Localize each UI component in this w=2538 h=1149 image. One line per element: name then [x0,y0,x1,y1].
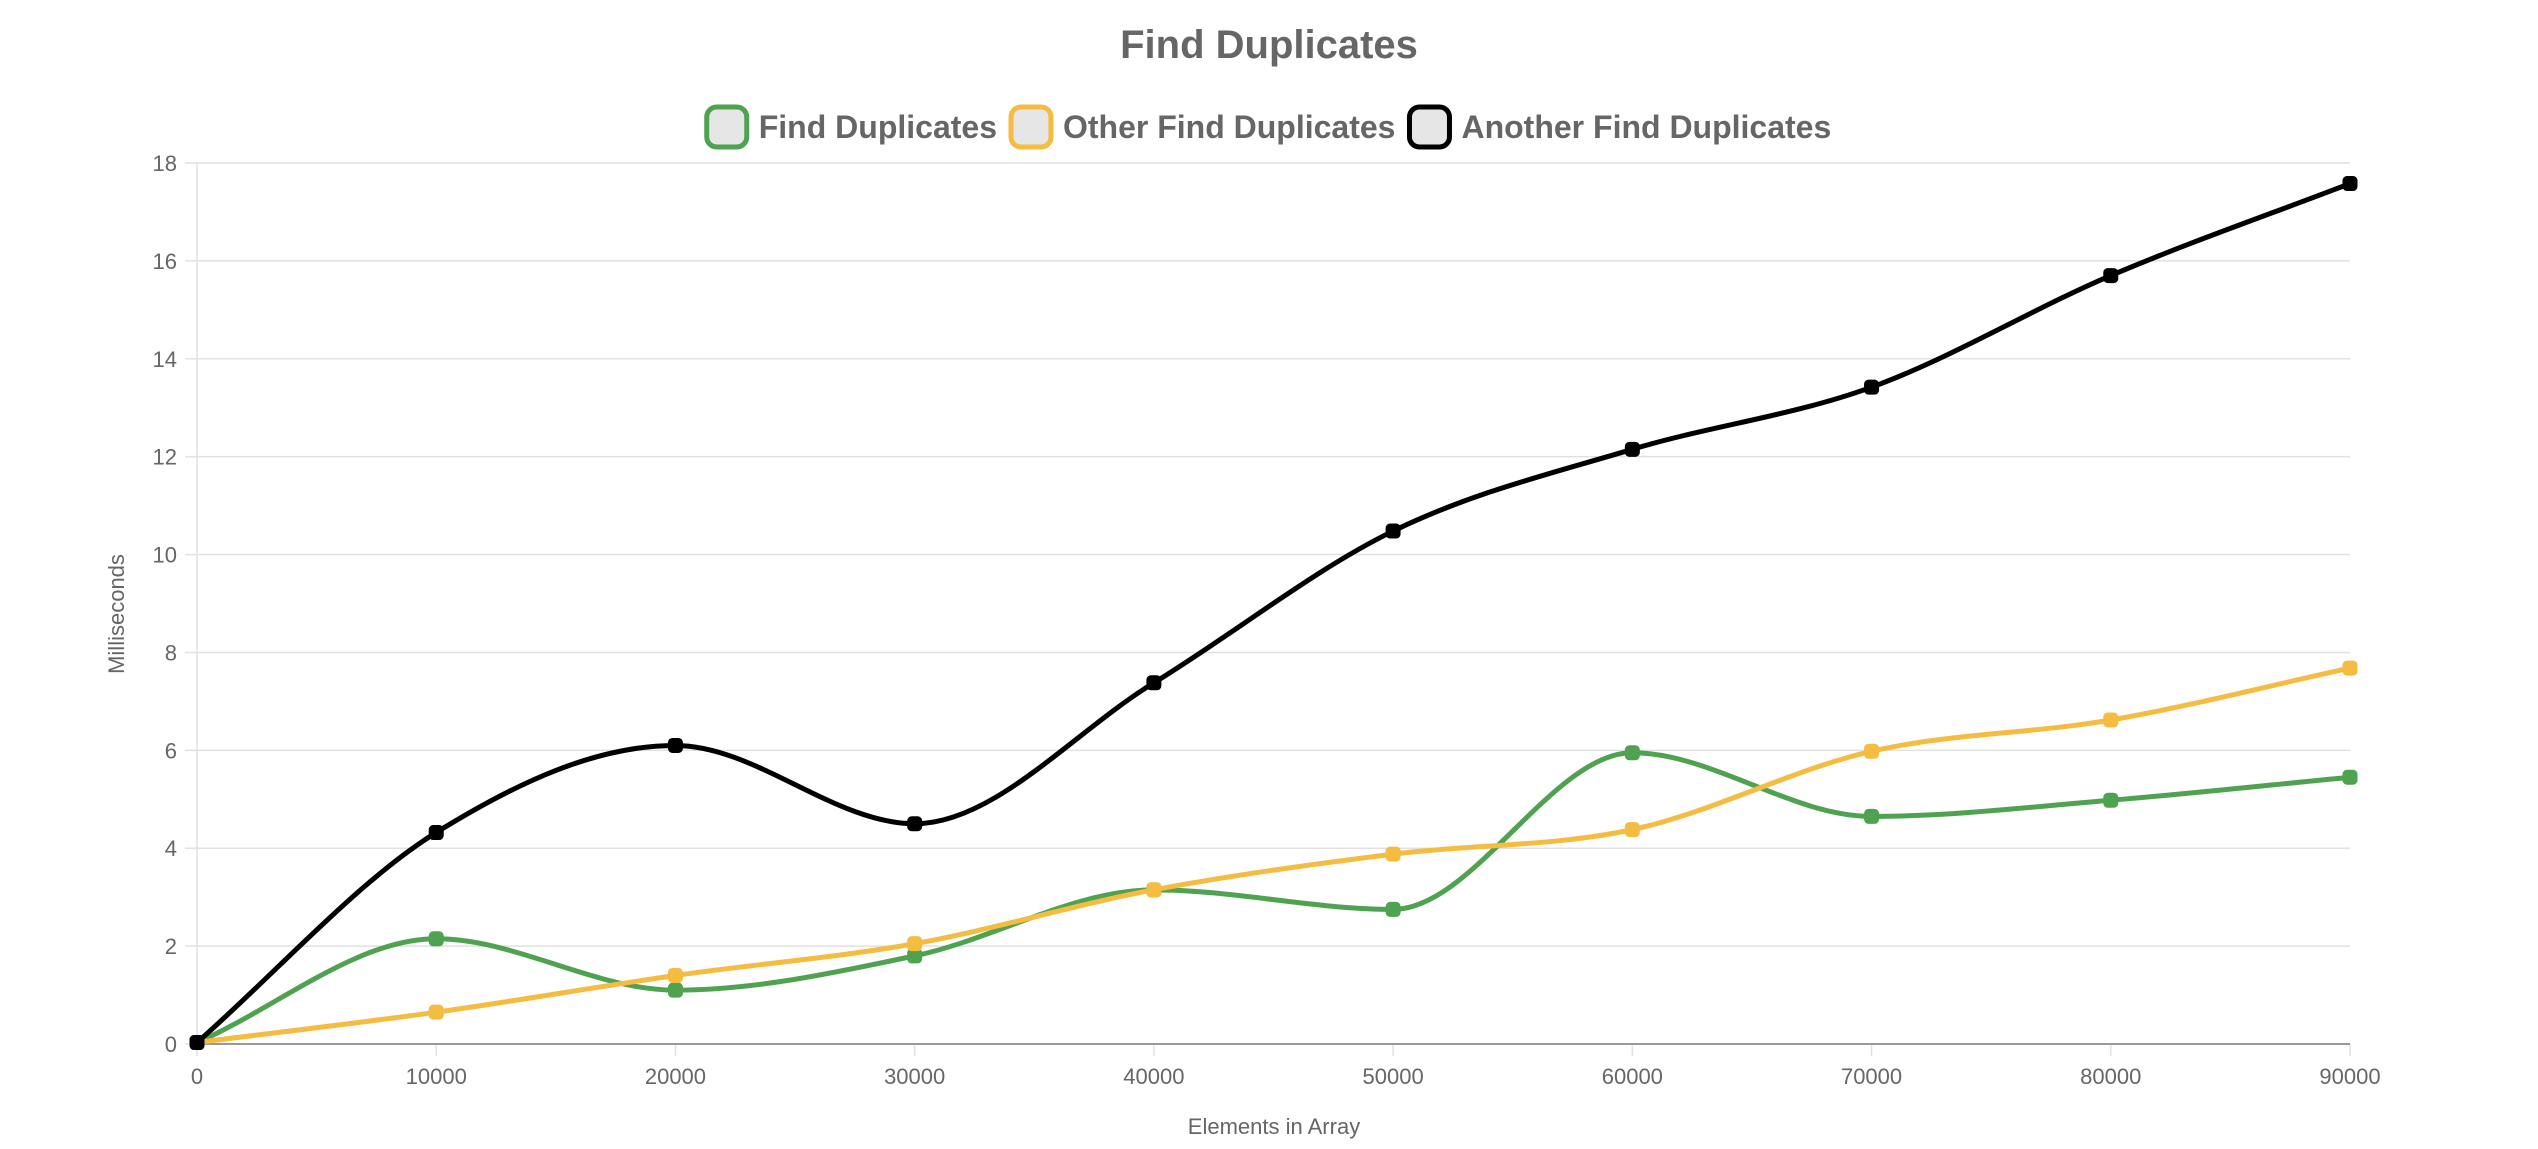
data-point[interactable] [1864,743,1880,759]
data-point[interactable] [667,737,683,753]
series-line [194,181,2353,1046]
series-2 [189,660,2358,1051]
data-point[interactable] [2342,660,2358,676]
data-point[interactable] [1864,379,1880,395]
data-point[interactable] [2103,792,2119,808]
legend-swatch [704,104,750,150]
data-point[interactable] [428,931,444,947]
y-tick-label: 12 [153,445,177,470]
legend-item[interactable]: Another Find Duplicates [1406,104,1831,150]
x-axis-title: Elements in Array [1188,1114,1360,1139]
data-point[interactable] [2342,769,2358,785]
legend-label: Find Duplicates [759,109,997,145]
data-point[interactable] [907,816,923,832]
data-point[interactable] [667,967,683,983]
legend-swatch [1406,104,1452,150]
data-point[interactable] [1385,901,1401,917]
data-point[interactable] [1146,675,1162,691]
series-3 [189,176,2358,1051]
x-tick-label: 90000 [2319,1064,2380,1089]
series-line [194,750,2353,1046]
y-tick-label: 16 [153,249,177,274]
axes [196,163,2350,1045]
data-point[interactable] [2342,176,2358,192]
chart-title: Find Duplicates [1120,23,1418,67]
x-tick-label: 20000 [645,1064,706,1089]
data-point[interactable] [907,936,923,952]
legend-label: Another Find Duplicates [1461,109,1831,145]
data-point[interactable] [1624,745,1640,761]
legend-item[interactable]: Other Find Duplicates [1008,104,1395,150]
y-tick-label: 8 [165,640,177,665]
x-tick-label: 0 [191,1064,203,1089]
y-tick-label: 10 [153,543,177,568]
y-tick-label: 6 [165,738,177,763]
y-tick-label: 18 [153,151,177,176]
legend: Find Duplicates Other Find Duplicates Anot… [704,104,1831,150]
series-group [189,176,2358,1051]
y-axis-title: Milliseconds [104,554,129,674]
x-axis-ticks: 0 10000 20000 30000 40000 50000 60000 70000 8000… [191,1044,2381,1089]
data-point[interactable] [2103,712,2119,728]
data-point[interactable] [428,825,444,841]
data-point[interactable] [1624,441,1640,457]
data-point[interactable] [2103,268,2119,284]
series-1 [189,745,2358,1051]
legend-label: Other Find Duplicates [1063,109,1395,145]
grid-lines [197,162,2350,1045]
data-point[interactable] [189,1035,205,1051]
legend-item[interactable]: Find Duplicates [704,104,997,150]
x-tick-label: 80000 [2080,1064,2141,1089]
x-tick-label: 40000 [1123,1064,1184,1089]
x-tick-label: 70000 [1841,1064,1902,1089]
x-tick-label: 60000 [1602,1064,1663,1089]
data-point[interactable] [428,1004,444,1020]
data-point[interactable] [1385,846,1401,862]
x-tick-label: 50000 [1363,1064,1424,1089]
series-line [194,665,2353,1046]
y-axis-ticks: 0 2 4 6 8 10 12 14 16 18 [153,151,197,1057]
data-point[interactable] [1385,523,1401,539]
data-point[interactable] [1624,822,1640,838]
data-point[interactable] [667,982,683,998]
x-tick-label: 10000 [406,1064,467,1089]
y-tick-label: 2 [165,934,177,959]
x-tick-label: 30000 [884,1064,945,1089]
data-point[interactable] [1864,808,1880,824]
legend-swatch [1008,104,1054,150]
y-tick-label: 0 [165,1032,177,1057]
data-point[interactable] [1146,882,1162,898]
y-tick-label: 4 [165,836,177,861]
y-tick-label: 14 [153,347,177,372]
